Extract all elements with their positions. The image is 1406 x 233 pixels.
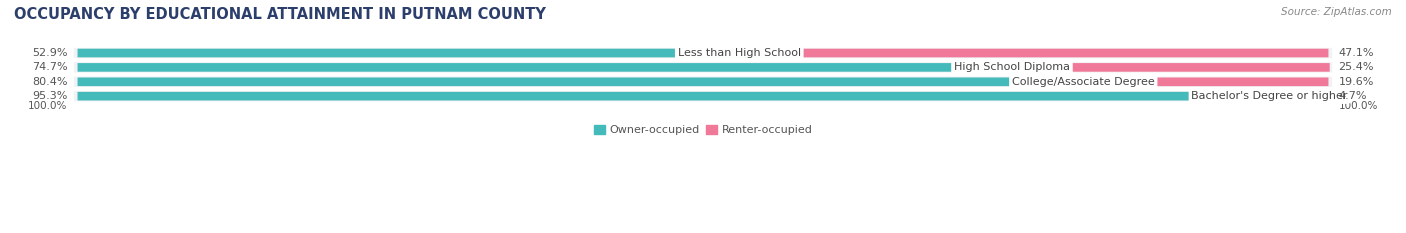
FancyBboxPatch shape (77, 49, 740, 57)
FancyBboxPatch shape (740, 49, 1329, 57)
Text: 25.4%: 25.4% (1339, 62, 1374, 72)
FancyBboxPatch shape (73, 62, 1333, 73)
FancyBboxPatch shape (1012, 63, 1330, 72)
Legend: Owner-occupied, Renter-occupied: Owner-occupied, Renter-occupied (593, 125, 813, 135)
Text: College/Associate Degree: College/Associate Degree (1012, 77, 1154, 87)
Text: 4.7%: 4.7% (1339, 91, 1367, 101)
Text: 100.0%: 100.0% (28, 100, 67, 110)
Text: 19.6%: 19.6% (1339, 77, 1374, 87)
Text: High School Diploma: High School Diploma (955, 62, 1070, 72)
Text: 80.4%: 80.4% (32, 77, 67, 87)
FancyBboxPatch shape (77, 78, 1083, 86)
FancyBboxPatch shape (73, 48, 1333, 58)
FancyBboxPatch shape (73, 77, 1333, 87)
FancyBboxPatch shape (1270, 92, 1329, 100)
FancyBboxPatch shape (1083, 78, 1329, 86)
Text: 47.1%: 47.1% (1339, 48, 1374, 58)
Text: 74.7%: 74.7% (32, 62, 67, 72)
Text: OCCUPANCY BY EDUCATIONAL ATTAINMENT IN PUTNAM COUNTY: OCCUPANCY BY EDUCATIONAL ATTAINMENT IN P… (14, 7, 546, 22)
Text: Bachelor's Degree or higher: Bachelor's Degree or higher (1191, 91, 1348, 101)
FancyBboxPatch shape (77, 92, 1270, 100)
FancyBboxPatch shape (73, 91, 1333, 101)
Text: 100.0%: 100.0% (1339, 100, 1378, 110)
Text: 52.9%: 52.9% (32, 48, 67, 58)
Text: 95.3%: 95.3% (32, 91, 67, 101)
FancyBboxPatch shape (77, 63, 1012, 72)
Text: Less than High School: Less than High School (678, 48, 801, 58)
Text: Source: ZipAtlas.com: Source: ZipAtlas.com (1281, 7, 1392, 17)
